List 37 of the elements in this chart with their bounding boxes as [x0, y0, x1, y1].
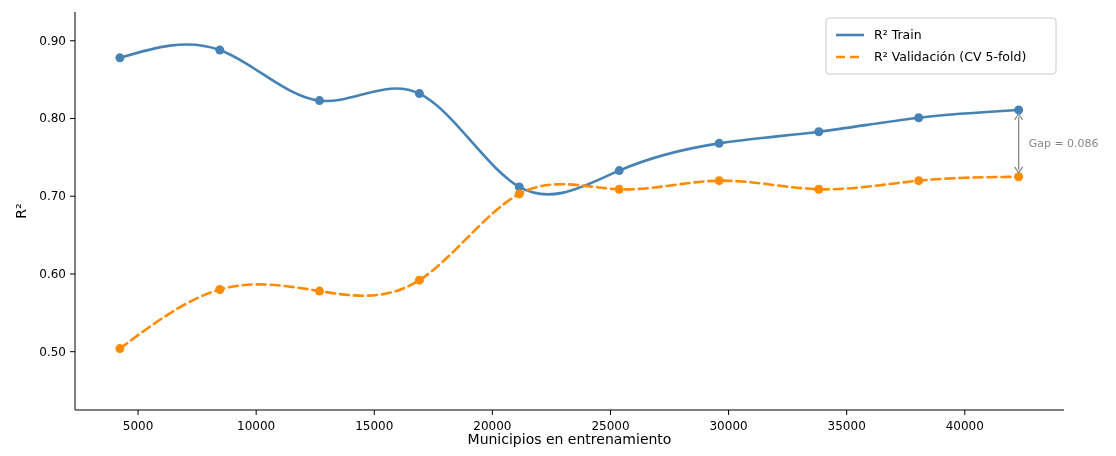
y-tick-label: 0.80 — [39, 111, 66, 126]
point — [714, 138, 724, 148]
point — [215, 45, 225, 55]
x-tick-label: 5000 — [122, 419, 154, 433]
y-tick-label: 0.70 — [39, 189, 66, 204]
point — [514, 189, 524, 199]
x-tick-label: 10000 — [237, 419, 276, 433]
point — [914, 176, 924, 186]
point — [215, 285, 225, 295]
y-axis-title: R² — [13, 203, 29, 219]
point — [614, 166, 624, 176]
annotation: Gap = 0.086 — [1028, 137, 1099, 151]
legend-label: R² Train — [874, 27, 922, 42]
x-tick-label: 30000 — [709, 419, 748, 433]
point — [414, 275, 424, 285]
x-tick-label: 40000 — [945, 419, 984, 433]
point — [614, 184, 624, 194]
point — [914, 113, 924, 123]
point — [814, 127, 824, 137]
point — [1014, 105, 1024, 115]
point — [314, 286, 324, 296]
point — [115, 53, 125, 63]
point — [414, 89, 424, 99]
x-tick-label: 35000 — [827, 419, 866, 433]
y-tick-label: 0.50 — [39, 344, 66, 359]
x-tick-label: 20000 — [473, 419, 512, 433]
point — [1014, 172, 1024, 182]
point — [314, 96, 324, 106]
x-tick-label: 25000 — [591, 419, 630, 433]
legend-label: R² Validación (CV 5-fold) — [874, 49, 1027, 64]
x-axis-title: Municipios en entrenamiento — [467, 431, 672, 447]
point — [714, 176, 724, 186]
y-tick-label: 0.60 — [39, 266, 66, 281]
x-tick-label: 15000 — [355, 419, 394, 433]
y-tick-label: 0.90 — [39, 33, 66, 48]
point — [115, 344, 125, 354]
point — [814, 184, 824, 194]
